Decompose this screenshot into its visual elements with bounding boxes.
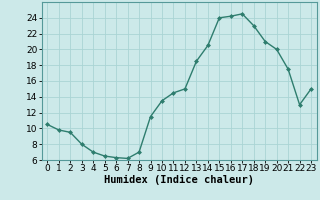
- X-axis label: Humidex (Indice chaleur): Humidex (Indice chaleur): [104, 175, 254, 185]
